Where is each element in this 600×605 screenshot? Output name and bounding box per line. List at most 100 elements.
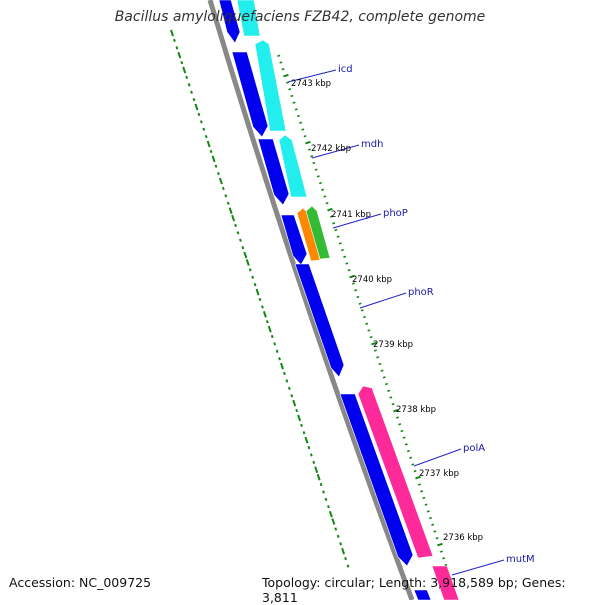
ruler-major-tick [371, 341, 377, 346]
label-line-mutM [451, 559, 505, 576]
gc-tick [287, 386, 291, 390]
ruler-minor-tick [417, 483, 421, 486]
accession-text: Accession: NC_009725 [9, 575, 152, 590]
ruler-minor-tick [435, 537, 439, 540]
gc-tick [190, 90, 193, 94]
ruler-minor-tick [299, 121, 303, 124]
gc-tick [341, 547, 346, 555]
ruler-minor-tick [307, 148, 311, 151]
gc-tick [307, 445, 311, 450]
ruler-minor-tick [321, 188, 325, 191]
ruler-minor-tick [347, 269, 351, 272]
ruler-minor-tick [362, 315, 366, 319]
gc-tick [197, 112, 201, 117]
label-line-polA [413, 448, 462, 467]
ruler-major-tick [415, 475, 421, 480]
gene-label-mdh: mdh [361, 139, 383, 150]
cds-arrow [339, 393, 414, 567]
cds-arrow [257, 138, 290, 206]
ruler-ticks [277, 54, 457, 593]
ruler-minor-tick [406, 449, 410, 453]
label-line-phoR [359, 292, 407, 309]
genome-summary-text: Topology: circular; Length: 3,918,589 bp… [262, 575, 566, 605]
ruler-major-tick [349, 274, 355, 279]
ruler-minor-tick [316, 175, 320, 178]
ruler-minor-tick [296, 114, 300, 118]
gc-tick [316, 473, 321, 481]
ruler-minor-tick [294, 108, 298, 111]
cds-arrow [236, 0, 261, 37]
gc-tick [217, 172, 220, 176]
ruler-major-tick [393, 408, 399, 413]
ruler-major-tick [437, 542, 443, 547]
gc-tick [327, 505, 330, 509]
cds-arrow [218, 0, 241, 44]
cds-arrow [278, 134, 308, 198]
ruler-minor-tick [389, 396, 393, 399]
gc-tick [180, 60, 184, 65]
gc-tick [302, 431, 306, 435]
gene-label-icd: icd [338, 64, 353, 75]
ruler-major-tick [327, 207, 333, 212]
ruler-minor-tick [365, 322, 369, 325]
ruler-minor-tick [323, 195, 327, 198]
gc-tick [319, 482, 323, 487]
label-line-phoP [332, 213, 382, 229]
gc-tick [221, 186, 225, 191]
gc-tick [300, 423, 303, 427]
ruler-minor-tick [442, 557, 446, 560]
gc-tick [324, 497, 328, 502]
gc-tick [328, 510, 333, 518]
gc-tick [344, 556, 347, 561]
kbp-label: 2738 kbp [396, 405, 436, 415]
gc-tick [251, 275, 255, 279]
gc-tick [283, 371, 286, 376]
ruler-minor-tick [338, 242, 342, 245]
ruler-minor-tick [310, 155, 314, 158]
gc-tick [245, 259, 250, 266]
ruler-minor-tick [400, 429, 404, 433]
gene-label-polA: polA [463, 443, 485, 454]
label-line-icd [287, 69, 337, 83]
gc-tick [267, 325, 272, 333]
ruler-minor-tick [428, 516, 432, 520]
ruler-minor-tick [288, 88, 292, 91]
cds-arrow [294, 263, 345, 378]
gc-tick [224, 194, 228, 198]
kbp-label: 2739 kbp [373, 340, 413, 350]
ruler-minor-tick [301, 128, 305, 131]
gc-tick [206, 140, 211, 148]
gc-tick [214, 164, 218, 168]
gc-tick [292, 399, 297, 407]
gc-tick [218, 177, 223, 185]
cds-arrow [280, 214, 308, 266]
gc-tick [280, 362, 284, 370]
ruler-minor-tick [420, 490, 424, 493]
ruler-minor-tick [292, 101, 296, 104]
ruler-minor-tick [431, 523, 435, 526]
ruler-minor-tick [325, 202, 329, 205]
gc-tick [248, 268, 252, 272]
ruler-minor-tick [314, 168, 318, 171]
gc-tick [346, 564, 350, 568]
cds-arrow [413, 589, 432, 600]
gc-tick [241, 246, 245, 250]
forward-cds-track [218, 0, 432, 600]
gc-tick [199, 120, 203, 124]
ruler-major-tick [305, 140, 311, 145]
gc-tick [177, 51, 182, 59]
gc-tick [314, 466, 319, 474]
cds-arrow [231, 51, 269, 138]
ruler-minor-tick [404, 443, 408, 446]
ruler-minor-tick [411, 463, 415, 466]
gc-tick [192, 97, 196, 102]
ruler-minor-tick [376, 356, 380, 359]
kbp-labels: 2743 kbp 2742 kbp 2741 kbp 2740 kbp 2739… [291, 79, 483, 543]
gene-label-phoP: phoP [383, 208, 408, 219]
gene-label-mutM: mutM [506, 554, 535, 565]
gene-label-phoR: phoR [408, 287, 434, 298]
ruler-minor-tick [318, 181, 322, 185]
gc-tick [209, 149, 213, 154]
gc-tick [334, 527, 338, 531]
gc-tick [339, 542, 343, 546]
